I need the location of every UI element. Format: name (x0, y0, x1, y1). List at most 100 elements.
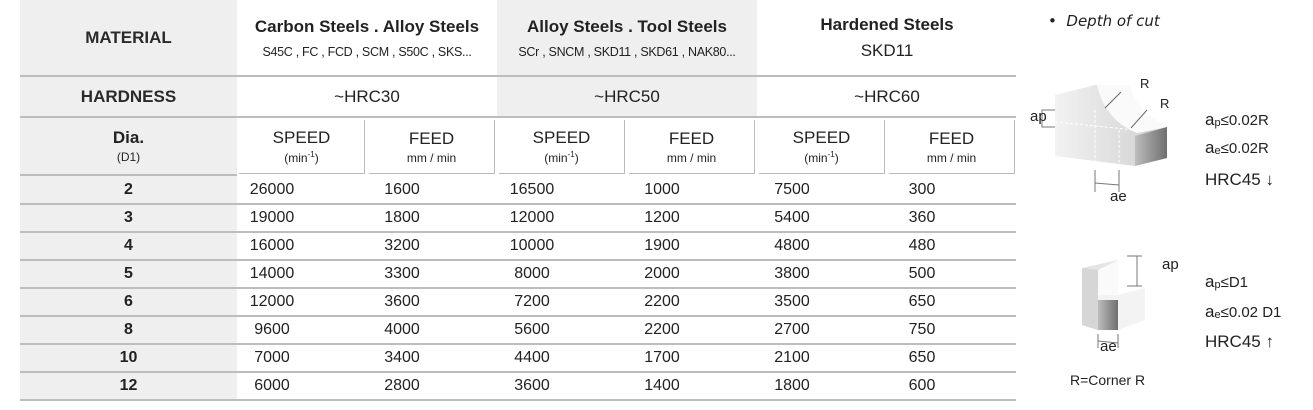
table-row: 2 26000 1600 16500 1000 7500 300 (20, 177, 1016, 205)
feed-cell: 3600 (384, 293, 420, 310)
cond-text: ≤0.02R (1220, 112, 1269, 129)
speed-cell: 3800 (774, 265, 810, 282)
speed-label: SPEED (272, 128, 331, 147)
dia-cell: 6 (124, 293, 133, 310)
feed-cell: 3400 (384, 349, 420, 366)
speed-label: SPEED (532, 128, 591, 147)
feed-cell: 300 (908, 181, 936, 198)
feed-cell: 650 (908, 349, 936, 366)
hrc-limit-2: HRC45 ↑ (1205, 332, 1274, 351)
material-group-3: Hardened Steels SKD11 (757, 0, 1017, 76)
cond-text: ≤0.02R (1220, 140, 1269, 157)
feed-cell: 650 (908, 293, 936, 310)
speed-cell: 7500 (774, 181, 810, 198)
feed-cell: 750 (908, 321, 936, 338)
feed-header: FEED mm / min (629, 120, 755, 174)
dia-label: Dia. (112, 128, 145, 147)
speed-header: SPEED (min-1) (759, 120, 885, 174)
row-divider (20, 343, 1016, 345)
group-materials: SCr , SNCM , SKD11 , SKD61 , NAK80... (518, 45, 736, 59)
speed-cell: 1800 (774, 377, 810, 394)
speed-unit: (min-1) (804, 150, 839, 165)
feed-header: FEED mm / min (889, 120, 1015, 174)
hardness-label: HARDNESS (80, 87, 177, 106)
group-title: Hardened Steels (820, 15, 954, 34)
table-row: 6 12000 3600 7200 2200 3500 650 (20, 289, 1016, 317)
row-divider (20, 259, 1016, 261)
feed-unit: mm / min (406, 150, 457, 165)
hardness-group-1: ~HRC30 (334, 87, 400, 106)
r-label-1: R (1140, 76, 1150, 91)
ae-label-2: ae (1100, 338, 1117, 355)
feed-cell: 500 (908, 265, 936, 282)
group-materials: S45C , FC , FCD , SCM , S50C , SKS... (262, 45, 472, 59)
feed-label: FEED (928, 128, 975, 148)
speed-cell: 19000 (249, 209, 295, 226)
title-text: Depth of cut (1066, 12, 1160, 30)
feed-unit: mm / min (926, 150, 977, 165)
dia-cell: 10 (119, 349, 138, 366)
feed-cell: 2200 (644, 321, 680, 338)
feed-cell: 360 (908, 209, 936, 226)
dia-cell: 3 (124, 209, 133, 226)
cond-ap-2: ap≤D1 (1205, 272, 1249, 291)
speed-cell: 2700 (774, 321, 810, 338)
speed-cell: 10000 (509, 237, 555, 254)
ap-label: ap (1030, 108, 1047, 125)
row-divider (20, 315, 1016, 317)
speed-cell: 16000 (249, 237, 295, 254)
feed-cell: 1600 (384, 181, 420, 198)
cond-ap-1: ap≤0.02R (1205, 110, 1269, 129)
feed-cell: 1200 (644, 209, 680, 226)
speed-cell: 3600 (514, 377, 550, 394)
row-divider (20, 399, 1016, 401)
table-row: 3 19000 1800 12000 1200 5400 360 (20, 205, 1016, 233)
speed-cell: 3500 (774, 293, 810, 310)
speed-cell: 2100 (774, 349, 810, 366)
feed-cell: 2200 (644, 293, 680, 310)
material-group-1: Carbon Steels . Alloy Steels S45C , FC ,… (237, 0, 497, 76)
feed-cell: 1000 (644, 181, 680, 198)
depth-of-cut-title: • Depth of cut (1048, 12, 1160, 30)
speed-cell: 12000 (249, 293, 295, 310)
table-row: 5 14000 3300 8000 2000 3800 500 (20, 261, 1016, 289)
dia-sub: (D1) (116, 150, 141, 164)
feed-cell: 600 (908, 377, 936, 394)
divider (20, 75, 1016, 77)
feed-unit: mm / min (666, 150, 717, 165)
speed-header: SPEED (min-1) (499, 120, 625, 174)
table-row: 8 9600 4000 5600 2200 2700 750 (20, 317, 1016, 345)
speed-cell: 5400 (774, 209, 810, 226)
cond-text: ≤0.02 D1 (1220, 304, 1282, 321)
feed-cell: 1400 (644, 377, 680, 394)
dia-cell: 4 (124, 237, 133, 254)
hardness-group-2: ~HRC50 (594, 87, 660, 106)
speed-unit: (min-1) (544, 150, 579, 165)
hrc-limit-1: HRC45 ↓ (1205, 170, 1274, 189)
feed-cell: 480 (908, 237, 936, 254)
speed-header: SPEED (min-1) (239, 120, 365, 174)
hardness-group-3: ~HRC60 (854, 87, 920, 106)
row-divider (20, 203, 1016, 205)
feed-header: FEED mm / min (369, 120, 495, 174)
feed-cell: 1800 (384, 209, 420, 226)
speed-cell: 12000 (509, 209, 555, 226)
ap-label-2: ap (1162, 256, 1179, 273)
feed-label: FEED (668, 128, 715, 148)
speed-cell: 5600 (514, 321, 550, 338)
table-row: 10 7000 3400 4400 1700 2100 650 (20, 345, 1016, 373)
speed-cell: 6000 (254, 377, 290, 394)
material-label: MATERIAL (85, 28, 172, 47)
feed-cell: 4000 (384, 321, 420, 338)
feed-cell: 1900 (644, 237, 680, 254)
table-row: 4 16000 3200 10000 1900 4800 480 (20, 233, 1016, 261)
label-column-bg (20, 0, 237, 401)
group-materials: SKD11 (860, 41, 914, 60)
dia-cell: 8 (124, 321, 133, 338)
divider (20, 174, 237, 176)
speed-unit: (min-1) (284, 150, 319, 165)
feed-label: FEED (408, 128, 455, 148)
group-title: Carbon Steels . Alloy Steels (254, 17, 480, 36)
ap-text: ap (1030, 108, 1047, 125)
row-divider (20, 371, 1016, 373)
